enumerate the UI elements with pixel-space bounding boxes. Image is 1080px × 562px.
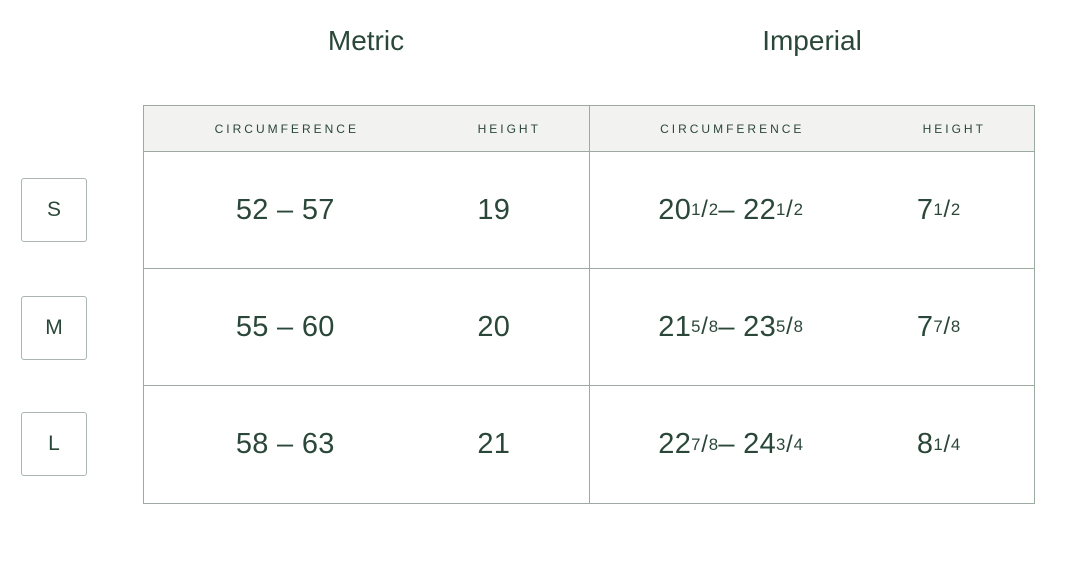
size-option-s[interactable]: S [21, 178, 87, 242]
imperial-title: Imperial [762, 25, 862, 56]
table-header-row: CIRCUMFERENCE HEIGHT CIRCUMFERENCE HEIGH… [144, 106, 1034, 152]
size-option-m[interactable]: M [21, 296, 87, 360]
imperial-circumference-value: 20 1/2 – 22 1/2 [588, 152, 872, 268]
imperial-height-header: HEIGHT [922, 121, 986, 136]
size-table: CIRCUMFERENCE HEIGHT CIRCUMFERENCE HEIGH… [143, 105, 1035, 504]
imperial-height-value: 7 7/8 [916, 310, 961, 343]
metric-circumference-header: CIRCUMFERENCE [214, 121, 359, 136]
metric-height-value: 20 [477, 310, 511, 343]
metric-height-header: HEIGHT [477, 121, 541, 136]
size-option-l[interactable]: L [21, 412, 87, 476]
metric-title: Metric [327, 25, 405, 56]
table-row-m: 55 – 60 20 21 5/8 – 23 5/8 7 7/8 [144, 269, 1034, 386]
imperial-circumference-value: 21 5/8 – 23 5/8 [588, 269, 872, 385]
metric-height-value: 19 [477, 193, 511, 226]
metric-circumference-value: 55 – 60 [235, 310, 335, 343]
imperial-height-value: 8 1/4 [916, 428, 961, 460]
metric-circumference-value: 58 – 63 [235, 428, 335, 460]
table-row-s: 52 – 57 19 20 1/2 – 22 1/2 7 1/2 [144, 152, 1034, 269]
metric-height-value: 21 [477, 428, 511, 460]
imperial-height-value: 7 1/2 [916, 193, 961, 226]
metric-circumference-value: 52 – 57 [235, 193, 335, 226]
imperial-circumference-value: 22 7/8 – 24 3/4 [588, 386, 872, 503]
imperial-circumference-header: CIRCUMFERENCE [588, 106, 872, 151]
table-row-l: 58 – 63 21 22 7/8 – 24 3/4 8 1/4 [144, 386, 1034, 503]
